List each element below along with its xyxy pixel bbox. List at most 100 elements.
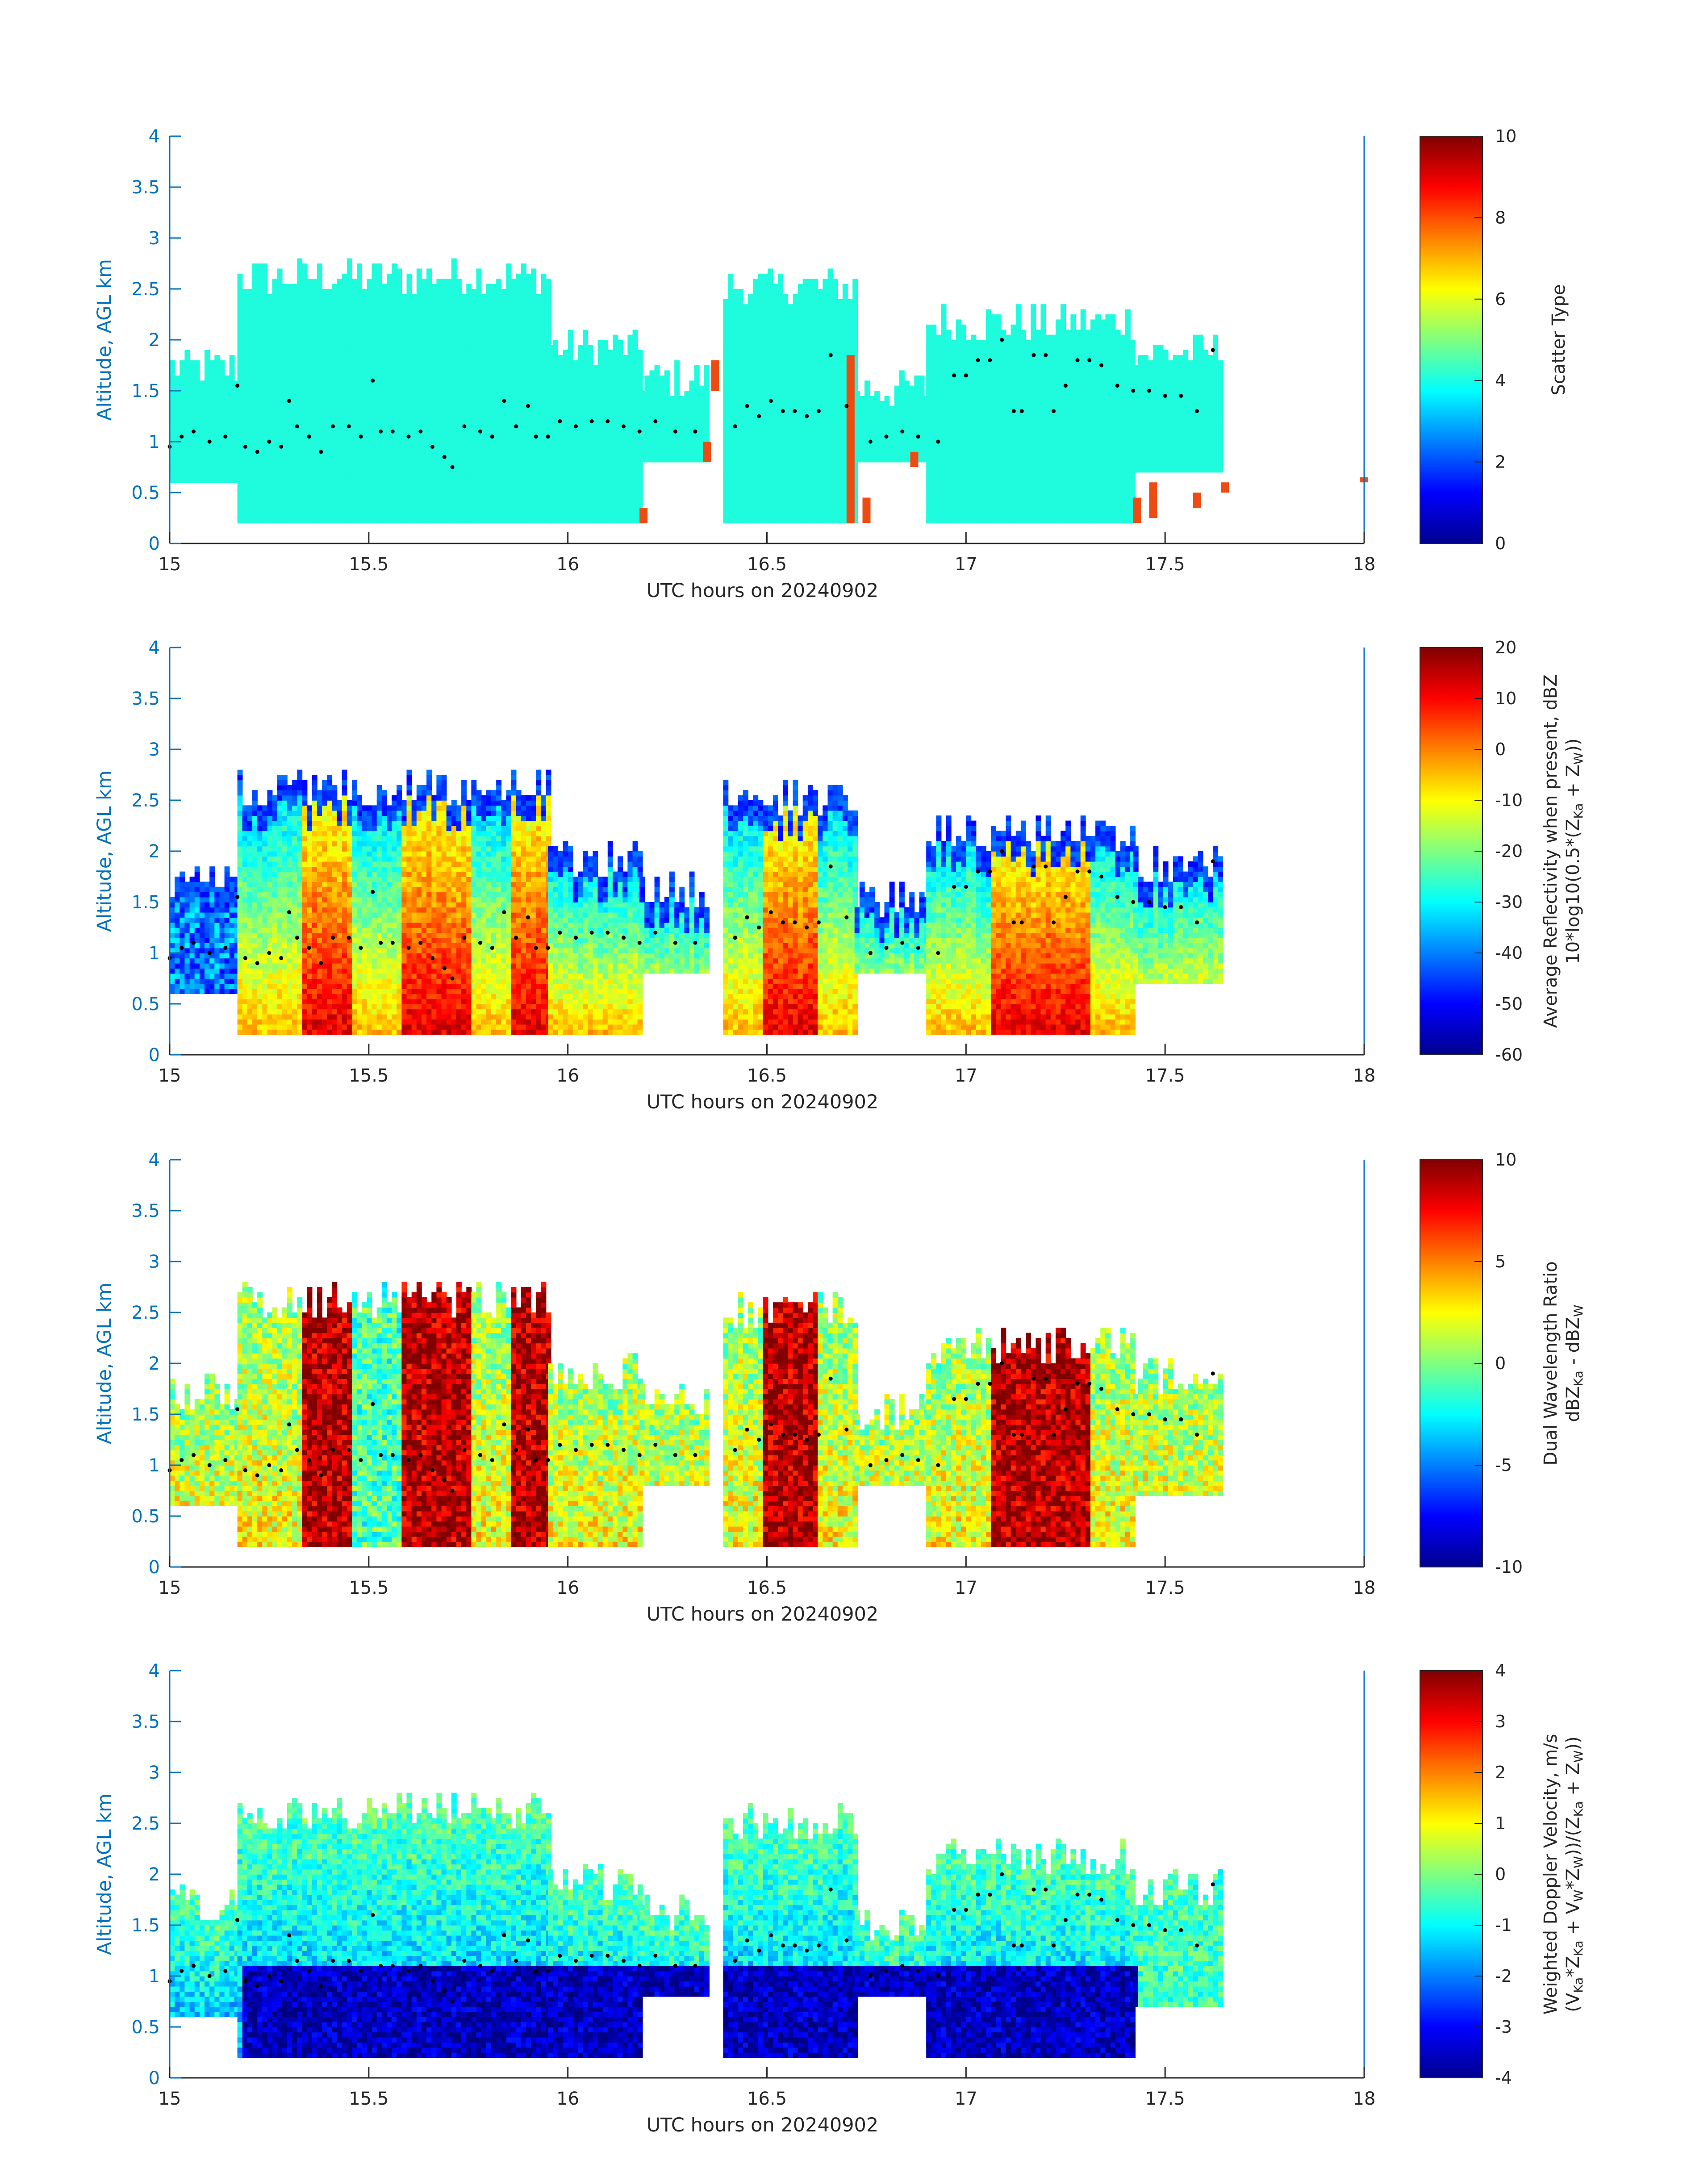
heatmap-cell: [466, 518, 472, 524]
heatmap-cell: [292, 345, 298, 351]
heatmap-cell: [553, 385, 559, 391]
heatmap-cell: [401, 355, 407, 361]
heatmap-cell: [486, 380, 492, 386]
heatmap-cell: [392, 279, 397, 284]
heatmap-cell: [491, 391, 497, 397]
heatmap-cell: [317, 340, 322, 346]
heatmap-cell: [607, 355, 613, 361]
heatmap-cell: [526, 330, 531, 335]
heatmap-cell: [541, 385, 547, 391]
heatmap-cell: [536, 294, 542, 300]
heatmap-cell: [694, 375, 700, 381]
heatmap-cell: [563, 518, 568, 524]
heatmap-cell: [778, 365, 783, 371]
heatmap-cell: [511, 457, 517, 463]
heatmap-cell: [788, 462, 793, 468]
heatmap-cell: [209, 396, 215, 401]
heatmap-cell: [798, 411, 803, 417]
heatmap-cell: [422, 442, 427, 447]
heatmap-cell: [461, 299, 467, 305]
heatmap-cell: [397, 345, 402, 351]
heatmap-cell: [456, 436, 462, 442]
heatmap-cell: [387, 462, 392, 468]
heatmap-cell: [262, 380, 268, 386]
heatmap-cell: [362, 411, 367, 417]
heatmap-cell: [516, 401, 522, 406]
heatmap-cell: [521, 518, 526, 524]
heatmap-cell: [738, 497, 743, 503]
heatmap-cell: [461, 319, 467, 325]
heatmap-cell: [602, 360, 608, 366]
heatmap-cell: [558, 406, 564, 412]
heatmap-cell: [773, 401, 778, 406]
heatmap-cell: [431, 314, 437, 320]
heatmap-cell: [521, 497, 526, 503]
heatmap-cell: [783, 431, 789, 437]
heatmap-cell: [778, 324, 783, 330]
heatmap-cell: [578, 487, 583, 493]
heatmap-cell: [422, 411, 427, 417]
heatmap-cell: [322, 391, 327, 397]
heatmap-cell: [347, 508, 352, 514]
heatmap-cell: [267, 406, 273, 412]
heatmap-cell: [436, 487, 442, 493]
heatmap-cell: [357, 263, 362, 269]
heatmap-cell: [602, 365, 608, 371]
heatmap-cell: [351, 319, 357, 325]
heatmap-cell: [362, 350, 367, 355]
heatmap-cell: [247, 319, 253, 325]
heatmap-cell: [257, 416, 263, 422]
heatmap-cell: [381, 299, 387, 305]
heatmap-cell: [644, 442, 650, 447]
heatmap-cell: [411, 380, 417, 386]
heatmap-cell: [302, 309, 308, 315]
heatmap-cell: [461, 436, 467, 442]
heatmap-cell: [342, 314, 347, 320]
heatmap-cell: [728, 385, 734, 391]
heatmap-cell: [511, 309, 517, 315]
heatmap-cell: [302, 411, 308, 417]
heatmap-cell: [456, 330, 462, 335]
heatmap-cell: [521, 447, 526, 452]
heatmap-cell: [277, 355, 283, 361]
heatmap-cell: [242, 360, 248, 366]
heatmap-cell: [583, 518, 588, 524]
heatmap-cell: [704, 411, 710, 417]
heatmap-cell: [205, 457, 210, 463]
heatmap-cell: [322, 396, 327, 401]
heatmap-cell: [292, 385, 298, 391]
heatmap-cell: [387, 396, 392, 401]
heatmap-cell: [262, 502, 268, 508]
heatmap-cell: [723, 457, 729, 463]
heatmap-cell: [392, 314, 397, 320]
heatmap-cell: [229, 375, 235, 381]
heatmap-cell: [367, 457, 372, 463]
heatmap-cell: [189, 406, 195, 412]
heatmap-cell: [558, 411, 564, 417]
heatmap-cell: [753, 380, 759, 386]
heatmap-cell: [237, 482, 243, 488]
heatmap-cell: [768, 350, 773, 355]
heatmap-cell: [175, 401, 180, 406]
heatmap-cell: [491, 493, 497, 498]
heatmap-cell: [312, 324, 317, 330]
heatmap-cell: [194, 406, 200, 412]
heatmap-cell: [618, 487, 623, 493]
heatmap-cell: [639, 421, 645, 427]
heatmap-cell: [758, 426, 764, 432]
heatmap-cell: [392, 289, 397, 295]
heatmap-cell: [553, 416, 559, 422]
heatmap-cell: [763, 497, 768, 503]
heatmap-cell: [481, 334, 487, 340]
heatmap-cell: [516, 477, 522, 483]
heatmap-cell: [763, 314, 768, 320]
heatmap-cell: [451, 467, 457, 473]
heatmap-cell: [602, 380, 608, 386]
heatmap-cell: [738, 487, 743, 493]
heatmap-cell: [436, 436, 442, 442]
heatmap-cell: [446, 345, 452, 351]
heatmap-cell: [466, 360, 472, 366]
heatmap-cell: [387, 370, 392, 376]
heatmap-cell: [317, 375, 322, 381]
heatmap-cell: [578, 502, 583, 508]
